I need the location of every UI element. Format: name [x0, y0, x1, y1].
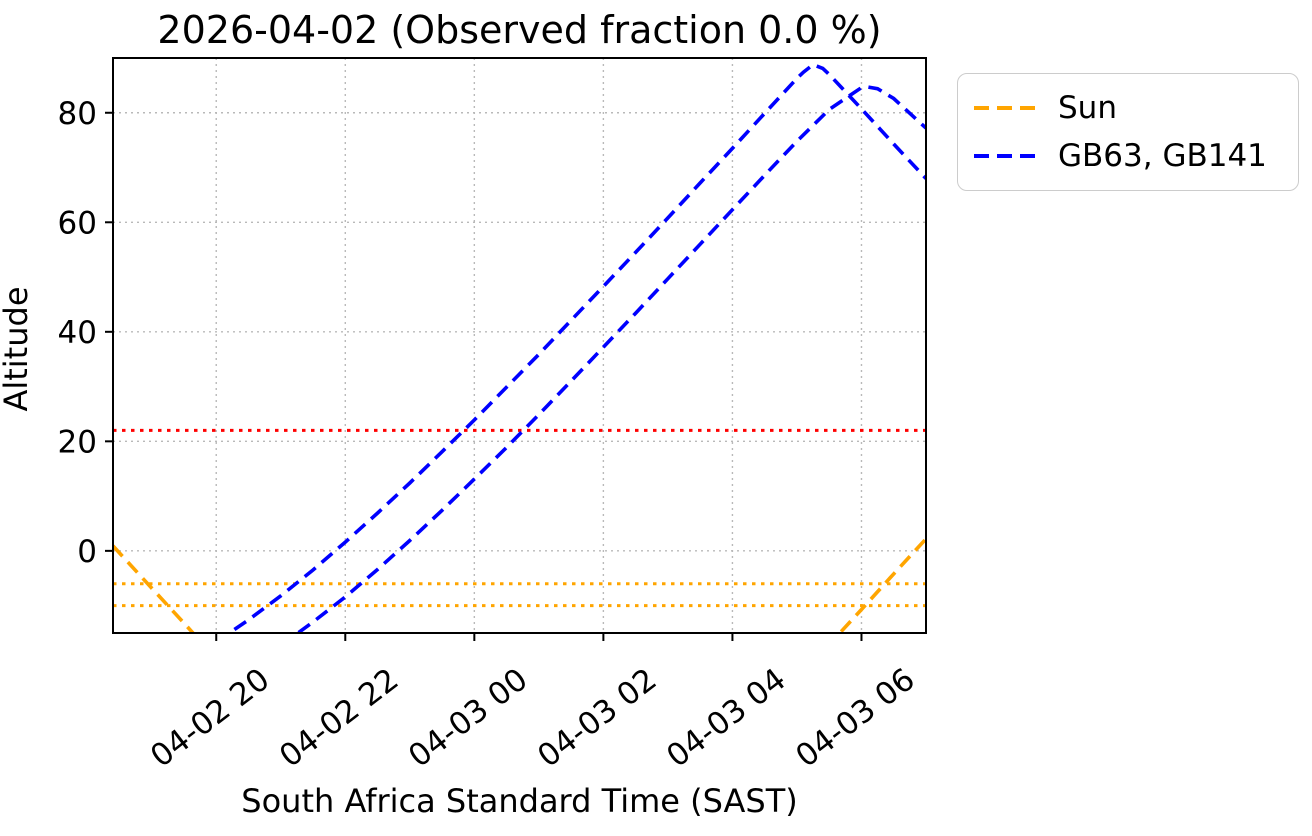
x-axis-label: South Africa Standard Time (SAST) [241, 782, 798, 820]
x-tick-label: 04-03 06 [789, 661, 922, 774]
y-tick-label: 0 [77, 534, 97, 570]
legend: Sun GB63, GB141 [957, 73, 1299, 191]
x-tick-label: 04-02 22 [273, 661, 406, 774]
y-tick-label: 20 [58, 424, 97, 460]
legend-item-sun: Sun [974, 87, 1280, 129]
legend-label: GB63, GB141 [1058, 138, 1267, 174]
legend-label: Sun [1058, 90, 1117, 126]
legend-dashed-line-swatch [974, 106, 1040, 110]
target-curve-1 [225, 62, 926, 633]
plot-border [112, 57, 927, 634]
y-tick-label: 60 [58, 205, 97, 241]
legend-item-gb63-gb141: GB63, GB141 [974, 135, 1280, 177]
x-tick-label: 04-03 04 [660, 661, 793, 774]
x-tick-label: 04-03 00 [402, 661, 535, 774]
legend-dashed-line-swatch [974, 154, 1040, 158]
x-tick-label: 04-03 02 [531, 661, 664, 774]
sun-curve [113, 537, 926, 633]
y-tick-label: 40 [58, 315, 97, 351]
x-tick-label: 04-02 20 [144, 661, 277, 774]
y-tick-label: 80 [58, 96, 97, 132]
target-curve-2 [294, 85, 926, 633]
chart-title: 2026-04-02 (Observed fraction 0.0 %) [157, 8, 882, 52]
